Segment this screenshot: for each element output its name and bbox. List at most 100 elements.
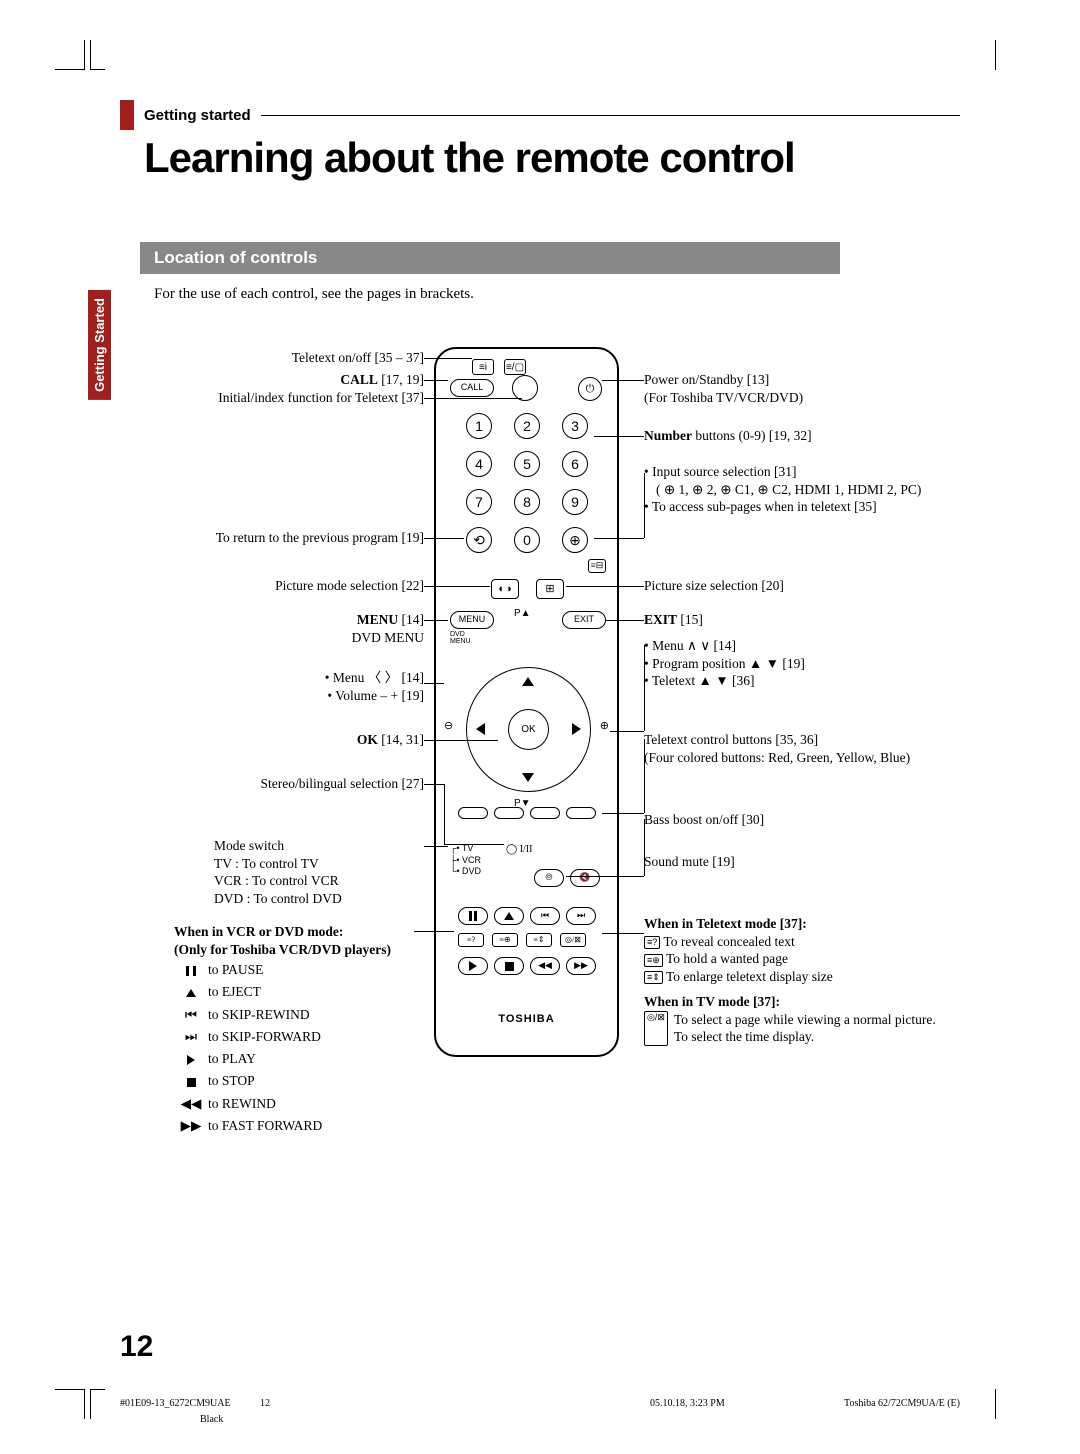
leader-line xyxy=(594,538,644,539)
ok-button: OK xyxy=(508,709,549,750)
num-5: 5 xyxy=(514,451,540,477)
crop-mark xyxy=(90,40,105,70)
leader-line xyxy=(424,538,464,539)
input-button: ⊕ xyxy=(562,527,588,553)
teletext-toggle-icon: ≡/▢ xyxy=(504,359,526,375)
leader-line xyxy=(644,645,645,731)
footer-right: Toshiba 62/72CM9UA/E (E) xyxy=(844,1398,960,1409)
ann-menu-lr: Menu 〈 〉 [14] xyxy=(154,669,424,687)
red-button xyxy=(458,807,488,819)
return-button: ⟲ xyxy=(466,527,492,553)
footer-date: 05.10.18, 3:23 PM xyxy=(650,1398,725,1409)
ann-vcr-block: When in VCR or DVD mode: (Only for Toshi… xyxy=(154,923,434,1138)
media-row-1: ⏮ ⏭ xyxy=(458,907,596,925)
ann-picture-mode: Picture mode selection [22] xyxy=(154,577,424,595)
ttx-reveal-inline-icon: ≡? xyxy=(644,936,660,949)
leader-line xyxy=(602,380,644,381)
ann-input: Input source selection [31] ( ⊕ 1, ⊕ 2, … xyxy=(644,463,924,516)
dpad-up-icon xyxy=(522,677,534,686)
leader-line xyxy=(566,586,644,587)
dpad-down-icon xyxy=(522,773,534,782)
leader-line xyxy=(414,931,454,932)
leader-line xyxy=(602,933,644,934)
crop-mark xyxy=(995,1389,1025,1419)
leader-line xyxy=(424,620,448,621)
leader-line xyxy=(424,586,490,587)
color-buttons xyxy=(458,807,596,819)
ttx-hold-icon: ≡⊕ xyxy=(492,933,518,947)
footer-black: Black xyxy=(200,1414,223,1425)
side-tab: Getting Started xyxy=(88,290,111,400)
leader-line xyxy=(444,844,504,845)
ann-return: To return to the previous program [19] xyxy=(154,529,424,547)
power-button: ⏻ xyxy=(578,377,602,401)
leader-line xyxy=(424,846,448,847)
ttx-hold-inline-icon: ≡⊕ xyxy=(644,954,663,967)
leader-line xyxy=(602,876,644,877)
section-header: Getting started xyxy=(120,100,960,130)
skip-fwd-button: ⏭ xyxy=(566,907,596,925)
subsection-title: Location of controls xyxy=(140,242,840,274)
ann-dpad-right: Menu ∧ ∨ [14] Program position ▲ ▼ [19] … xyxy=(644,637,904,690)
rewind-button: ◀◀ xyxy=(530,957,560,975)
ttx-clock-icon: ◎/⊠ xyxy=(560,933,586,947)
mode-dvd-label: DVD xyxy=(462,866,481,876)
picture-mode-button: ◐◑ xyxy=(491,579,519,599)
crop-mark xyxy=(90,1389,105,1419)
ttx-reveal-icon: ≡? xyxy=(458,933,484,947)
leader-line xyxy=(444,784,445,844)
dvd-menu-label: DVDMENU xyxy=(450,631,471,645)
page-title: Learning about the remote control xyxy=(144,134,960,182)
red-bar-icon xyxy=(120,100,134,130)
leader-line xyxy=(594,436,644,437)
ttx-size-inline-icon: ≡⇕ xyxy=(644,971,663,984)
teletext-icon: ≡i xyxy=(472,359,494,375)
footer-left: #01E09-13_6272CM9UAE xyxy=(120,1398,231,1409)
num-1: 1 xyxy=(466,413,492,439)
brand-label: TOSHIBA xyxy=(436,1012,617,1026)
ff-button: ▶▶ xyxy=(566,957,596,975)
section-label: Getting started xyxy=(144,107,251,124)
picture-size-button: ⊞ xyxy=(536,579,564,599)
crop-mark xyxy=(995,40,1025,70)
vol-plus-icon: ⊕ xyxy=(600,719,609,733)
play-button xyxy=(458,957,488,975)
eject-button xyxy=(494,907,524,925)
leader-line xyxy=(424,740,498,741)
ann-stereo: Stereo/bilingual selection [27] xyxy=(154,775,424,793)
stereo-icon: ◯ I/II xyxy=(506,843,532,856)
pause-button xyxy=(458,907,488,925)
leader-line xyxy=(424,380,448,381)
num-9: 9 xyxy=(562,489,588,515)
exit-button: EXIT xyxy=(562,611,606,629)
ann-ttx-mode: When in Teletext mode [37]: ≡? To reveal… xyxy=(644,915,944,1046)
ann-teletext-onoff: Teletext on/off [35 – 37] xyxy=(154,349,424,367)
clock-inline-icon: ◎/⊠ xyxy=(644,1011,668,1046)
ann-mute: Sound mute [19] xyxy=(644,853,904,871)
footer-mid: 12 xyxy=(260,1398,270,1409)
ann-bass: Bass boost on/off [30] xyxy=(644,811,904,829)
remote-diagram: ≡i ≡/▢ CALL ⏻ 1 2 3 4 5 6 7 8 9 ⟲ 0 ⊕ ≡⊟ xyxy=(154,333,960,1163)
leader-line xyxy=(424,784,444,785)
remote-outline: ≡i ≡/▢ CALL ⏻ 1 2 3 4 5 6 7 8 9 ⟲ 0 ⊕ ≡⊟ xyxy=(434,347,619,1057)
ann-initial-index: Initial/index function for Teletext [37] xyxy=(154,389,424,407)
leader-line xyxy=(424,398,522,399)
mode-vcr-label: VCR xyxy=(462,855,481,865)
teletext-icon-row: ≡? ≡⊕ ≡⇕ ◎/⊠ xyxy=(458,933,586,947)
crop-mark xyxy=(55,1389,85,1419)
yellow-button xyxy=(530,807,560,819)
ann-ok: OK [14, 31] xyxy=(154,731,424,749)
leader-line xyxy=(610,731,644,732)
leader-line xyxy=(424,358,472,359)
ann-number: Number buttons (0-9) [19, 32] xyxy=(644,427,904,445)
ttx-size-icon: ≡⇕ xyxy=(526,933,552,947)
num-4: 4 xyxy=(466,451,492,477)
subpage-icon: ≡⊟ xyxy=(588,559,606,573)
vcr-controls-list: to PAUSE to EJECT ⏮to SKIP-REWIND ⏭to SK… xyxy=(174,958,324,1138)
page-number: 12 xyxy=(120,1330,153,1364)
crop-mark xyxy=(55,40,85,70)
dpad-right-icon xyxy=(572,723,581,735)
num-3: 3 xyxy=(562,413,588,439)
page-content: Getting started Learning about the remot… xyxy=(120,100,960,1354)
ann-call: CALL [17, 19] xyxy=(154,371,424,389)
